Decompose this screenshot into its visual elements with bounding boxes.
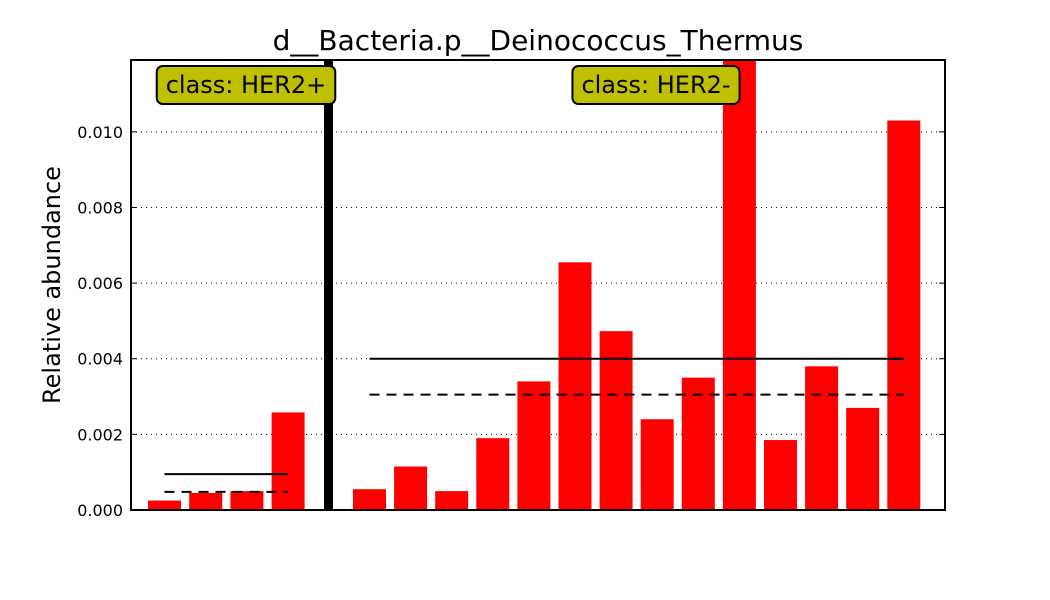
class-label-box [571, 65, 741, 105]
y-axis-ticks: 0.000 0.002 0.004 0.006 0.008 0.010 [77, 123, 945, 520]
y-tick-label: 0.004 [77, 350, 123, 369]
bar [764, 440, 797, 510]
bar [887, 120, 921, 510]
class-labels: class: HER2+ class: HER2- [155, 65, 741, 105]
stat-lines [164, 357, 904, 493]
y-tick-label: 0.010 [77, 123, 123, 142]
bar [435, 491, 469, 510]
chart-title: d__Bacteria.p__Deinococcus_Thermus [273, 24, 804, 57]
y-tick-label: 0.006 [77, 274, 123, 293]
y-axis-label: Relative abundance [38, 166, 66, 404]
class-label-text: class: HER2+ [166, 71, 327, 99]
bar [805, 366, 839, 510]
bar [681, 377, 715, 510]
bar [722, 60, 756, 510]
y-tick-label: 0.002 [77, 425, 123, 444]
bar [517, 381, 551, 510]
bar [271, 412, 305, 510]
grid-lines [131, 131, 945, 435]
bar [558, 262, 592, 510]
bar [476, 438, 510, 510]
class-label-box [155, 65, 337, 105]
y-tick-label: 0.000 [77, 501, 123, 520]
bar [846, 407, 880, 510]
y-tick-label: 0.008 [77, 198, 123, 217]
bar [640, 419, 674, 510]
bar [353, 489, 386, 510]
bar [599, 331, 633, 510]
group-separator [324, 60, 333, 510]
class-label-text: class: HER2- [581, 71, 730, 99]
bars [148, 60, 921, 510]
bar [148, 500, 181, 510]
plot-frame [130, 59, 946, 511]
bar [230, 491, 264, 510]
bar [189, 492, 223, 510]
bar [394, 466, 428, 510]
